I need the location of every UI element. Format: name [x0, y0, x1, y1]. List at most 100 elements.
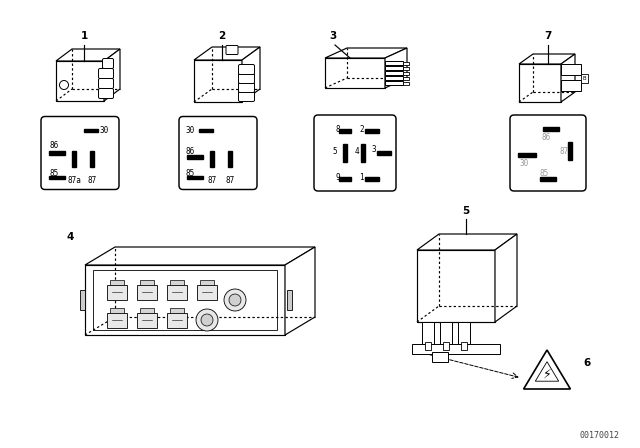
Bar — [403, 61, 409, 65]
Polygon shape — [519, 64, 561, 102]
Bar — [461, 342, 467, 350]
FancyBboxPatch shape — [226, 46, 238, 55]
Text: 1: 1 — [81, 31, 88, 41]
FancyBboxPatch shape — [239, 82, 255, 92]
Bar — [432, 352, 448, 362]
Bar — [561, 80, 581, 91]
Polygon shape — [194, 47, 260, 60]
Text: 3: 3 — [371, 145, 376, 154]
Text: 6: 6 — [584, 358, 591, 368]
Text: 86: 86 — [541, 133, 550, 142]
Text: 87a: 87a — [67, 176, 81, 185]
Text: 87: 87 — [88, 176, 97, 185]
Bar — [440, 322, 452, 344]
Bar — [568, 142, 572, 160]
Polygon shape — [417, 234, 517, 250]
Bar — [543, 127, 559, 131]
Bar — [385, 66, 403, 70]
Bar — [167, 313, 187, 328]
Bar — [110, 308, 124, 313]
Polygon shape — [285, 247, 315, 335]
Bar — [518, 153, 536, 157]
Bar — [377, 151, 391, 155]
Text: 85: 85 — [540, 168, 548, 177]
Text: 85: 85 — [185, 169, 195, 178]
Bar — [540, 177, 556, 181]
Bar — [422, 322, 434, 344]
Bar — [49, 151, 65, 155]
FancyBboxPatch shape — [239, 73, 255, 83]
Bar — [412, 344, 500, 354]
Text: 1: 1 — [359, 172, 364, 181]
Text: 87: 87 — [207, 176, 216, 185]
Bar — [49, 176, 65, 179]
Bar — [343, 144, 347, 162]
Bar — [140, 280, 154, 285]
Text: 87: 87 — [560, 146, 569, 155]
Polygon shape — [561, 54, 575, 102]
Circle shape — [224, 289, 246, 311]
FancyBboxPatch shape — [314, 115, 396, 191]
Bar — [365, 129, 379, 133]
Bar — [72, 151, 76, 167]
Text: 2: 2 — [359, 125, 364, 134]
Text: B: B — [582, 76, 586, 81]
Bar — [107, 285, 127, 300]
Text: 85: 85 — [49, 169, 58, 178]
FancyBboxPatch shape — [510, 115, 586, 191]
Text: 8: 8 — [335, 125, 340, 134]
Bar — [187, 155, 203, 159]
FancyBboxPatch shape — [179, 116, 257, 190]
Bar — [170, 308, 184, 313]
Bar — [385, 61, 403, 65]
Bar — [90, 151, 93, 167]
Bar — [581, 74, 588, 83]
Polygon shape — [56, 61, 104, 101]
Bar — [137, 313, 157, 328]
Bar — [287, 290, 292, 310]
Polygon shape — [385, 48, 407, 88]
Polygon shape — [85, 265, 285, 335]
Polygon shape — [85, 247, 315, 265]
Text: 9: 9 — [335, 172, 340, 181]
Bar — [187, 176, 203, 179]
Polygon shape — [417, 250, 495, 322]
Bar — [361, 144, 365, 162]
Bar — [110, 280, 124, 285]
Bar — [385, 76, 403, 80]
Bar — [458, 322, 470, 344]
FancyBboxPatch shape — [41, 116, 119, 190]
Circle shape — [229, 294, 241, 306]
Bar — [425, 342, 431, 350]
Bar — [339, 177, 351, 181]
Circle shape — [196, 309, 218, 331]
Bar — [107, 313, 127, 328]
FancyBboxPatch shape — [99, 78, 113, 89]
Circle shape — [201, 314, 213, 326]
Text: 87: 87 — [225, 176, 235, 185]
Bar — [561, 64, 581, 75]
Bar — [167, 285, 187, 300]
Bar — [443, 342, 449, 350]
Text: 30: 30 — [185, 126, 195, 135]
Bar — [365, 177, 379, 181]
Text: ⚡: ⚡ — [543, 367, 552, 380]
Bar — [403, 82, 409, 85]
Polygon shape — [495, 234, 517, 322]
Bar — [197, 285, 217, 300]
Polygon shape — [242, 47, 260, 102]
Bar — [403, 77, 409, 79]
Text: 00170012: 00170012 — [580, 431, 620, 440]
Bar — [80, 290, 85, 310]
Polygon shape — [194, 60, 242, 102]
Polygon shape — [519, 54, 575, 64]
Polygon shape — [56, 49, 120, 61]
FancyBboxPatch shape — [102, 59, 113, 69]
Bar — [385, 81, 403, 85]
FancyBboxPatch shape — [239, 91, 255, 102]
Text: 30: 30 — [520, 159, 529, 168]
Bar — [385, 71, 403, 75]
Bar — [84, 129, 98, 132]
Text: 86: 86 — [49, 141, 58, 150]
Bar — [200, 280, 214, 285]
